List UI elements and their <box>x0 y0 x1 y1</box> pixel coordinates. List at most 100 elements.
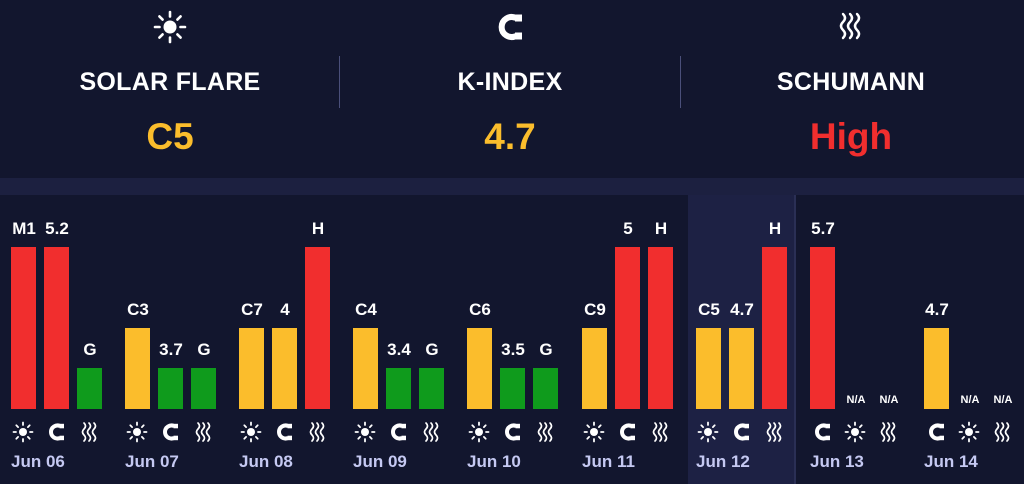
schumann-value-label: H <box>311 219 325 238</box>
schumann-value-label: H <box>768 219 782 238</box>
kindex-value-label: 3.5 <box>501 340 525 359</box>
magnet-icon <box>929 423 944 441</box>
schumann-value-label: H <box>654 219 668 238</box>
schumann-value-label: G <box>425 340 439 359</box>
divider <box>339 56 340 108</box>
waves-icon <box>423 422 439 442</box>
day-date-label: Jun 14 <box>924 452 978 471</box>
summary-label: K-INDEX <box>457 68 563 96</box>
day-column: C5 4.7 H Jun 12 <box>696 195 796 484</box>
kindex-bar <box>729 328 754 409</box>
schumann-bar <box>419 368 444 409</box>
solar-bar <box>582 328 607 409</box>
section-divider-band <box>0 178 1024 195</box>
waves-icon <box>994 422 1010 442</box>
summary-value: C5 <box>146 116 194 157</box>
waves-icon <box>537 422 553 442</box>
kindex-value-label: 3.4 <box>387 340 411 359</box>
kindex-value-label: 5 <box>623 219 633 238</box>
waves-icon <box>81 422 97 442</box>
day-date-label: Jun 08 <box>239 452 293 471</box>
kindex-bar <box>158 368 183 409</box>
solar-bar <box>125 328 150 409</box>
day-column: M1 5.2 G Jun 06 <box>11 195 111 484</box>
magnet-icon <box>49 423 64 441</box>
sun-icon <box>583 421 605 443</box>
schumann-bar <box>191 368 216 409</box>
day-column: C9 5 H Jun 11 <box>582 195 682 484</box>
day-date-label: Jun 06 <box>11 452 65 471</box>
waves-icon <box>309 422 325 442</box>
waves-icon <box>839 12 861 40</box>
solar-value-label: N/A <box>846 394 866 406</box>
forecast-panel <box>0 195 1024 484</box>
sun-icon <box>468 421 490 443</box>
solar-value-label: C6 <box>469 300 491 319</box>
forecast-separator <box>794 195 796 484</box>
summary-k-index: K-INDEX 4.7 <box>340 0 680 178</box>
solar-value-label: C3 <box>127 300 149 319</box>
summary-solar-flare: SOLAR FLARE C5 <box>0 0 340 178</box>
magnet-icon <box>277 423 292 441</box>
sun-icon <box>240 421 262 443</box>
magnet-icon <box>620 423 635 441</box>
day-column: 4.7 N/A N/A Jun 14 <box>924 195 1024 484</box>
magnet-icon <box>815 423 830 441</box>
kindex-value-label: 5.7 <box>811 219 835 238</box>
kindex-bar <box>615 247 640 409</box>
solar-value-label: N/A <box>960 394 980 406</box>
waves-icon <box>195 422 211 442</box>
magnet-icon <box>163 423 178 441</box>
schumann-bar <box>77 368 102 409</box>
summary-value: 4.7 <box>484 116 536 157</box>
summary-schumann: SCHUMANN High <box>681 0 1021 178</box>
schumann-bar <box>533 368 558 409</box>
kindex-bar <box>500 368 525 409</box>
divider <box>680 56 681 108</box>
day-date-label: Jun 12 <box>696 452 750 471</box>
day-date-label: Jun 13 <box>810 452 864 471</box>
day-column: C6 3.5 G Jun 10 <box>467 195 567 484</box>
day-date-label: Jun 07 <box>125 452 179 471</box>
day-column: C7 4 H Jun 08 <box>239 195 339 484</box>
day-column: 5.7 N/A N/A Jun 13 <box>810 195 910 484</box>
sun-icon <box>12 421 34 443</box>
solar-value-label: M1 <box>12 219 36 238</box>
schumann-value-label: G <box>539 340 553 359</box>
schumann-bar <box>762 247 787 409</box>
solar-bar <box>696 328 721 409</box>
schumann-value-label: N/A <box>879 394 899 406</box>
day-column: C3 3.7 G Jun 07 <box>125 195 225 484</box>
schumann-value-label: N/A <box>993 394 1013 406</box>
summary-label: SCHUMANN <box>776 68 926 96</box>
sun-icon <box>697 421 719 443</box>
magnet-icon <box>734 423 749 441</box>
schumann-bar <box>648 247 673 409</box>
day-date-label: Jun 10 <box>467 452 521 471</box>
solar-value-label: C4 <box>355 300 377 319</box>
schumann-bar <box>305 247 330 409</box>
kindex-value-label: 4 <box>280 300 290 319</box>
solar-bar <box>239 328 264 409</box>
solar-value-label: C9 <box>584 300 606 319</box>
solar-value-label: C7 <box>241 300 263 319</box>
sun-icon <box>958 421 980 443</box>
sun-icon <box>354 421 376 443</box>
magnet-icon <box>505 423 520 441</box>
kindex-value-label: 3.7 <box>159 340 183 359</box>
magnet-icon <box>391 423 406 441</box>
waves-icon <box>652 422 668 442</box>
sun-icon <box>844 421 866 443</box>
solar-bar <box>467 328 492 409</box>
kindex-bar <box>924 328 949 409</box>
kindex-bar <box>272 328 297 409</box>
kindex-value-label: 4.7 <box>730 300 754 319</box>
waves-icon <box>766 422 782 442</box>
kindex-value-label: 4.7 <box>925 300 949 319</box>
day-column: C4 3.4 G Jun 09 <box>353 195 453 484</box>
day-date-label: Jun 11 <box>582 452 635 471</box>
kindex-value-label: 5.2 <box>45 219 69 238</box>
sun-icon <box>153 10 187 44</box>
magnet-icon <box>498 14 522 40</box>
schumann-value-label: G <box>83 340 97 359</box>
